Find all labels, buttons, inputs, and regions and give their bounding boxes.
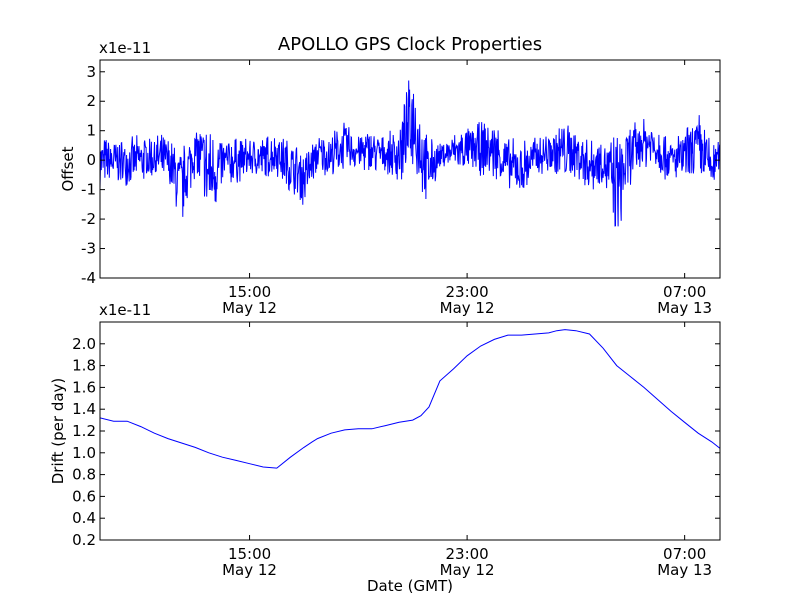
y-tick-label: 1.0 (72, 444, 96, 462)
y-tick-label: 0.2 (72, 531, 96, 549)
y-tick-label: 0.8 (72, 466, 96, 484)
drift-x-label: Date (GMT) (367, 577, 453, 595)
chart-title: APOLLO GPS Clock Properties (278, 34, 542, 55)
x-tick-date-label: May 13 (657, 299, 712, 317)
x-tick-time-label: 07:00 (663, 283, 706, 301)
drift-axes-frame (99, 321, 721, 541)
y-tick-label: 1.2 (72, 422, 96, 440)
series-line-offset (100, 80, 720, 227)
y-tick-label: 1 (86, 122, 96, 140)
x-tick-date-label: May 12 (222, 299, 277, 317)
y-tick-label: -1 (81, 181, 96, 199)
y-tick-label: -3 (81, 240, 96, 258)
series-line-drift (100, 329, 720, 469)
y-tick-label: 1.8 (72, 357, 96, 375)
y-tick-label: 0 (86, 151, 96, 169)
x-tick-date-label: May 12 (440, 561, 495, 579)
offset-plot-area (100, 80, 720, 227)
x-tick-date-label: May 12 (440, 299, 495, 317)
y-tick-label: 0.4 (72, 509, 96, 527)
drift-axes: 0.20.40.60.81.01.21.41.61.82.0 15:00May … (49, 301, 721, 595)
y-tick-label: 1.6 (72, 378, 96, 396)
drift-y-label: Drift (per day) (49, 378, 67, 485)
y-tick-label: 0.6 (72, 487, 96, 505)
y-tick-label: -2 (81, 210, 96, 228)
drift-plot-area (100, 329, 720, 469)
x-tick-time-label: 07:00 (663, 545, 706, 563)
x-tick-time-label: 15:00 (228, 545, 271, 563)
drift-scale-label: x1e-11 (99, 301, 151, 319)
y-tick-label: 3 (86, 63, 96, 81)
y-tick-label: -4 (81, 269, 96, 287)
offset-scale-label: x1e-11 (99, 39, 151, 57)
x-tick-time-label: 15:00 (228, 283, 271, 301)
drift-y-ticks: 0.2 0.4 0.6 0.8 1.0 1.2 1.4 1.6 1.8 2.0 (72, 335, 720, 549)
x-tick-time-label: 23:00 (445, 283, 488, 301)
x-tick-date-label: May 13 (657, 561, 712, 579)
offset-y-ticks: -4 -3 -2 -1 0 1 2 3 (81, 63, 720, 287)
y-tick-label: 1.4 (72, 400, 96, 418)
offset-y-label: Offset (59, 146, 77, 191)
y-tick-label: 2 (86, 92, 96, 110)
x-tick-time-label: 23:00 (445, 545, 488, 563)
y-tick-label: 2.0 (72, 335, 96, 353)
x-tick-date-label: May 12 (222, 561, 277, 579)
offset-axes-frame (99, 59, 721, 279)
